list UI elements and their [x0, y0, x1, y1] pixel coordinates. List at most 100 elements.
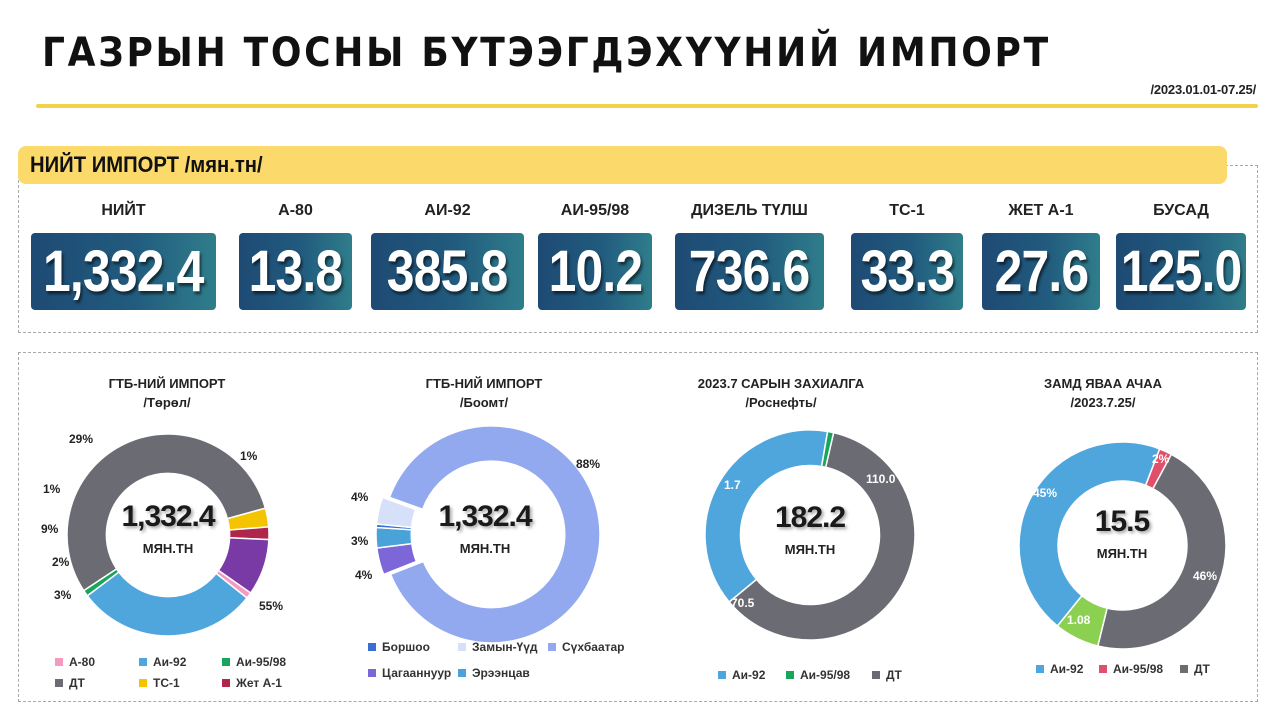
title-underline	[36, 104, 1258, 108]
stat-label: ТС-1	[889, 202, 925, 219]
chart-1-legend-item: Аи-95/98	[222, 655, 286, 669]
chart-1-pct-label: 55%	[259, 599, 284, 613]
page-title: ГАЗРЫН ТОСНЫ БҮТЭЭГДЭХҮҮНИЙ ИМПОРТ	[42, 30, 1051, 76]
legend-swatch	[139, 679, 147, 687]
legend-swatch	[718, 671, 726, 679]
legend-swatch	[872, 671, 880, 679]
legend-label: Аи-95/98	[1113, 662, 1164, 676]
stat-label: БУСАД	[1153, 202, 1209, 219]
chart-title-text: ГТБ-НИЙ ИМПОРТ	[108, 376, 226, 391]
chart-1-center-value: 1,332.4	[121, 500, 215, 533]
chart-1-legend-item: ТС-1	[139, 676, 180, 690]
legend-swatch	[458, 643, 466, 651]
legend-swatch	[1099, 665, 1107, 673]
donut-slice	[1096, 453, 1227, 650]
legend-label: ДТ	[886, 668, 902, 682]
stat-value: 10.2	[548, 239, 643, 304]
legend-swatch	[1180, 665, 1188, 673]
chart-2-legend-item: Эрээнцав	[458, 666, 530, 680]
chart-2-center-value: 1,332.4	[438, 500, 532, 533]
stat-card: 125.0	[1116, 233, 1246, 310]
chart-title-text: 2023.7 САРЫН ЗАХИАЛГА	[697, 376, 865, 391]
stat-label: ДИЗЕЛЬ ТҮЛШ	[691, 202, 808, 219]
chart-subtitle-text: /2023.7.25/	[1070, 395, 1136, 410]
legend-label: Цагааннуур	[382, 666, 452, 680]
chart-1-legend-item: А-80	[55, 655, 95, 669]
legend-swatch	[548, 643, 556, 651]
stat-card: 13.8	[239, 233, 352, 310]
legend-label: Аи-95/98	[236, 655, 287, 669]
chart-1-legend-item: Жет А-1	[222, 676, 282, 690]
chart-2-pct-label: 3%	[351, 534, 369, 548]
chart-3-value-label: 110.0	[866, 472, 896, 486]
chart-1-legend-item: ДТ	[55, 676, 85, 690]
chart-1-title: ГТБ-НИЙ ИМПОРТ /Төрөл/	[87, 374, 247, 412]
donut-slice	[820, 430, 835, 469]
stat-card: 33.3	[851, 233, 963, 310]
legend-label: Аи-92	[732, 668, 766, 682]
chart-title-text: ЗАМД ЯВАА АЧАА	[1043, 376, 1162, 391]
donut-slice	[388, 425, 601, 644]
stat-card: 10.2	[538, 233, 652, 310]
legend-swatch	[222, 679, 230, 687]
legend-swatch	[368, 643, 376, 651]
legend-swatch	[55, 658, 63, 666]
stat-value: 13.8	[248, 239, 344, 304]
chart-1-pct-label: 29%	[69, 432, 94, 446]
stat-label: АИ-95/98	[560, 202, 630, 219]
legend-label: А-80	[69, 655, 96, 669]
stat-label: АИ-92	[424, 202, 471, 219]
chart-3-legend-item: Аи-95/98	[786, 668, 850, 682]
chart-4-donut	[1018, 441, 1227, 650]
legend-label: Боршоо	[382, 640, 430, 654]
chart-2-pct-label: 88%	[576, 457, 601, 471]
legend-label: Замын-Үүд	[472, 640, 538, 654]
chart-3-donut	[704, 429, 916, 641]
chart-2-title: ГТБ-НИЙ ИМПОРТ /Боомт/	[404, 374, 564, 412]
chart-4-legend-item: Аи-92	[1036, 662, 1083, 676]
legend-swatch	[786, 671, 794, 679]
chart-4-pct-label: 2%	[1152, 452, 1170, 466]
donut-slice	[704, 429, 829, 604]
donut-slice	[86, 571, 248, 637]
donut-slice	[728, 431, 916, 641]
donut-slice	[375, 496, 417, 529]
chart-2-donut	[375, 425, 601, 644]
legend-label: Жет А-1	[236, 676, 282, 690]
donut-slice	[1018, 441, 1161, 627]
chart-2-pct-label: 4%	[351, 490, 369, 504]
legend-label: Аи-92	[153, 655, 187, 669]
donut-slice	[217, 537, 270, 594]
chart-3-legend-item: ДТ	[872, 668, 902, 682]
stat-value: 33.3	[860, 239, 955, 304]
chart-3-value-label: 1.7	[724, 478, 741, 492]
legend-label: ДТ	[1194, 662, 1210, 676]
chart-1-center-unit: МЯН.ТН	[142, 541, 194, 556]
stat-value: 736.6	[689, 239, 810, 304]
stat-label: А-80	[278, 202, 313, 219]
donut-slice	[375, 526, 413, 549]
stat-card: 1,332.4	[31, 233, 216, 310]
legend-label: ДТ	[69, 676, 85, 690]
stat-card: 27.6	[982, 233, 1100, 310]
chart-1-pct-label: 9%	[41, 522, 59, 536]
chart-1-pct-label: 1%	[43, 482, 61, 496]
stat-value: 385.8	[387, 239, 508, 304]
legend-swatch	[458, 669, 466, 677]
chart-3-legend-item: Аи-92	[718, 668, 765, 682]
legend-label: Эрээнцав	[472, 666, 530, 680]
legend-label: Аи-92	[1050, 662, 1084, 676]
chart-subtitle-text: /Роснефть/	[745, 395, 817, 410]
stat-label: НИЙТ	[101, 202, 146, 219]
chart-4-center-value: 15.5	[1094, 505, 1150, 538]
chart-4-pct-label: 1.08	[1067, 613, 1091, 627]
legend-label: Аи-95/98	[800, 668, 851, 682]
chart-2-legend-item: Цагааннуур	[368, 666, 451, 680]
stat-value: 27.6	[994, 239, 1089, 304]
legend-swatch	[222, 658, 230, 666]
summary-header: НИЙТ ИМПОРТ /мян.тн/	[18, 146, 1227, 184]
legend-label: Сүхбаатар	[562, 640, 625, 654]
chart-subtitle-text: /Төрөл/	[143, 395, 191, 410]
stat-label: ЖЕТ А-1	[1008, 202, 1074, 219]
chart-3-value-label: 70.5	[731, 596, 755, 610]
